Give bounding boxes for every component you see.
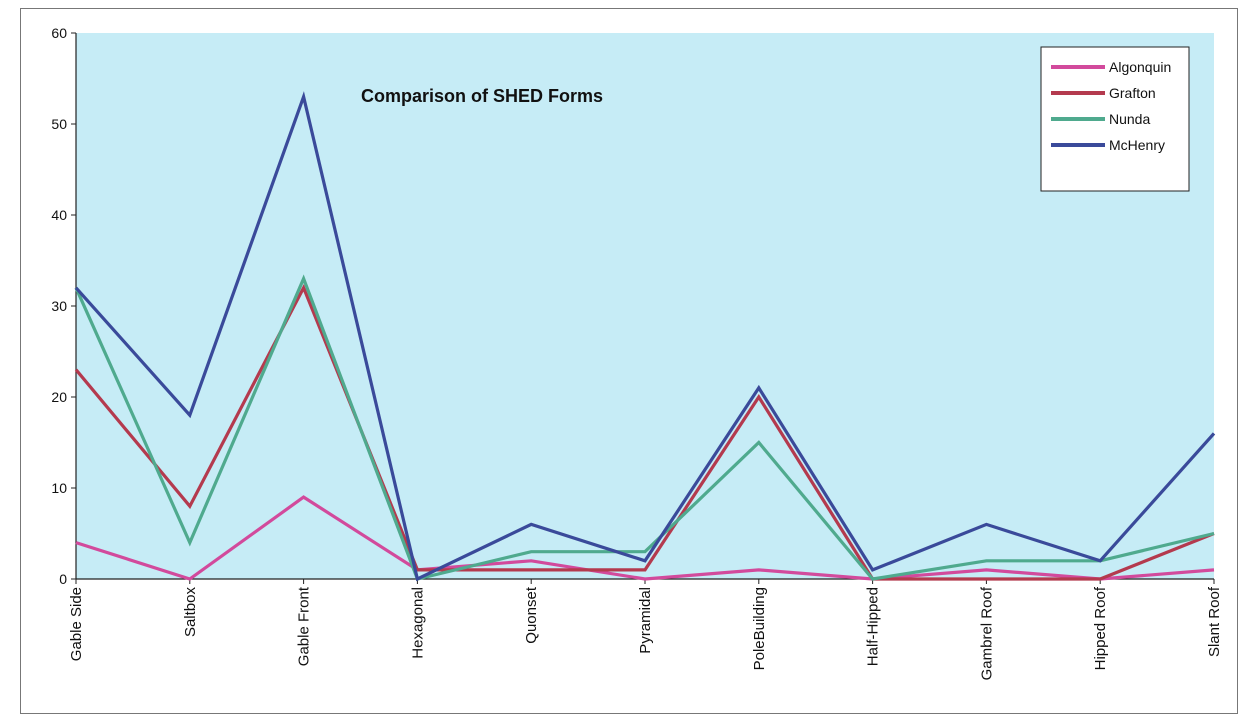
y-tick-label: 60 bbox=[51, 25, 67, 41]
y-tick-label: 30 bbox=[51, 298, 67, 314]
y-tick-label: 20 bbox=[51, 389, 67, 405]
y-tick-label: 10 bbox=[51, 480, 67, 496]
series-line-nunda bbox=[74, 274, 1215, 581]
y-tick-label: 50 bbox=[51, 116, 67, 132]
x-tick-label: Hipped Roof bbox=[1092, 586, 1109, 670]
legend-label: Grafton bbox=[1109, 85, 1156, 101]
legend: Algonquin Grafton Nunda McHenry bbox=[1040, 46, 1190, 192]
chart-frame: 0 10 20 30 40 50 60 Gable Side Saltbox Gable Fro… bbox=[20, 8, 1238, 714]
y-axis-ticks: 0 10 20 30 40 50 60 bbox=[51, 25, 76, 587]
legend-label: McHenry bbox=[1109, 137, 1165, 153]
chart-title: Comparison of SHED Forms bbox=[361, 86, 603, 106]
x-tick-label: Quonset bbox=[523, 586, 540, 644]
x-tick-label: Hexagonal bbox=[409, 587, 426, 659]
x-axis-ticks: Gable Side Saltbox Gable Front Hexagonal Quo… bbox=[68, 579, 1223, 680]
legend-label: Algonquin bbox=[1109, 59, 1171, 75]
x-tick-label: Half-Hipped bbox=[865, 587, 882, 666]
x-tick-label: Gambrel Roof bbox=[978, 586, 995, 680]
legend-label: Nunda bbox=[1109, 111, 1150, 127]
line-chart: 0 10 20 30 40 50 60 Gable Side Saltbox Gable Fro… bbox=[51, 25, 1223, 680]
plot-area bbox=[76, 33, 1214, 579]
x-tick-label: Slant Roof bbox=[1206, 586, 1223, 657]
x-tick-label: Pyramidal bbox=[637, 587, 654, 654]
series-line-algonquin bbox=[75, 495, 1215, 581]
series-line-mchenry bbox=[74, 91, 1216, 582]
x-tick-label: PoleBuilding bbox=[751, 587, 768, 670]
y-tick-label: 40 bbox=[51, 207, 67, 223]
x-tick-label: Gable Side bbox=[68, 587, 85, 661]
x-tick-label: Saltbox bbox=[182, 587, 199, 638]
x-tick-label: Gable Front bbox=[296, 586, 313, 666]
series-lines bbox=[74, 91, 1216, 582]
series-line-grafton bbox=[74, 283, 1215, 581]
y-tick-label: 0 bbox=[59, 571, 67, 587]
